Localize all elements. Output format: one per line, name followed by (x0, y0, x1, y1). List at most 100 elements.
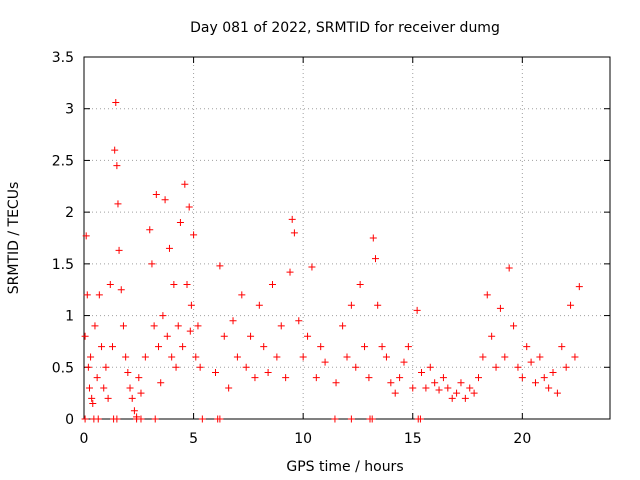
data-point (102, 363, 110, 371)
data-point (172, 363, 180, 371)
data-point (501, 353, 509, 361)
data-point (91, 322, 99, 330)
y-tick-label: 2.5 (52, 153, 74, 169)
data-point (82, 232, 90, 240)
data-point (161, 196, 169, 204)
data-point (192, 353, 200, 361)
data-point (288, 215, 296, 223)
y-tick-label: 0 (65, 412, 74, 428)
data-point (89, 399, 97, 407)
data-point (126, 384, 134, 392)
data-point (277, 322, 285, 330)
data-point (141, 353, 149, 361)
data-point (163, 332, 171, 340)
x-tick-label: 10 (294, 431, 312, 447)
data-point (186, 327, 194, 335)
data-point (479, 353, 487, 361)
data-point (416, 415, 424, 423)
data-point (466, 384, 474, 392)
data-point (545, 384, 553, 392)
data-point (347, 415, 355, 423)
data-point (190, 231, 198, 239)
data-point (374, 301, 382, 309)
axes: 0 5 10 15 20 0 0.5 1 1.5 2 2.5 3 3.5 (52, 50, 610, 447)
y-tick-label: 3.5 (52, 50, 74, 66)
data-point (93, 374, 101, 382)
data-point (488, 332, 496, 340)
data-point (84, 363, 92, 371)
data-point (422, 384, 430, 392)
data-point (196, 363, 204, 371)
data-point (185, 203, 193, 211)
data-point (113, 162, 121, 170)
data-point (168, 353, 176, 361)
data-point (174, 322, 182, 330)
y-tick-label: 0.5 (52, 360, 74, 376)
data-point (413, 306, 421, 314)
x-tick-label: 20 (513, 431, 531, 447)
data-point (151, 415, 159, 423)
data-point (98, 343, 106, 351)
y-tick-label: 1.5 (52, 257, 74, 273)
data-point (396, 374, 404, 382)
data-point (339, 322, 347, 330)
data-point (94, 415, 102, 423)
data-point (122, 353, 130, 361)
data-point (273, 353, 281, 361)
data-point (135, 374, 143, 382)
data-point (317, 343, 325, 351)
data-point (104, 394, 112, 402)
data-point (157, 379, 165, 387)
data-point (225, 384, 233, 392)
data-point (347, 301, 355, 309)
data-point (242, 363, 250, 371)
data-point (176, 218, 184, 226)
data-point (152, 191, 160, 199)
data-point (251, 374, 259, 382)
data-point (308, 263, 316, 271)
data-point (87, 353, 95, 361)
data-point (170, 281, 178, 289)
data-point (368, 415, 376, 423)
data-point (238, 291, 246, 299)
data-point (137, 415, 145, 423)
data-point (108, 343, 116, 351)
data-point (496, 304, 504, 312)
data-point (553, 389, 561, 397)
y-tick-label: 2 (65, 205, 74, 221)
data-point (505, 264, 513, 272)
data-point (128, 394, 136, 402)
data-point (115, 246, 123, 254)
data-point (365, 374, 373, 382)
plot-frame (83, 56, 611, 420)
data-point (119, 322, 127, 330)
y-tick-label: 1 (65, 309, 74, 325)
y-axis-label: SRMTID / TECUs (6, 182, 22, 295)
data-point (475, 374, 482, 382)
data-point (332, 379, 340, 387)
data-point (85, 384, 93, 392)
data-point (88, 394, 96, 402)
data-point (361, 343, 369, 351)
data-point (286, 268, 294, 276)
data-point (549, 368, 557, 376)
chart-title: Day 081 of 2022, SRMTID for receiver dum… (190, 20, 500, 36)
data-point (268, 281, 276, 289)
data-point (409, 384, 417, 392)
data-point (371, 255, 379, 263)
data-point (453, 389, 461, 397)
data-point (382, 353, 390, 361)
data-point (431, 379, 439, 387)
data-point (137, 389, 145, 397)
data-point (435, 386, 443, 394)
data-point (510, 322, 518, 330)
data-point (540, 374, 548, 382)
data-point (247, 332, 255, 340)
data-point (220, 332, 228, 340)
data-point (426, 363, 434, 371)
data-point (387, 379, 395, 387)
data-point (439, 374, 447, 382)
data-point (457, 379, 465, 387)
data-point (95, 291, 103, 299)
